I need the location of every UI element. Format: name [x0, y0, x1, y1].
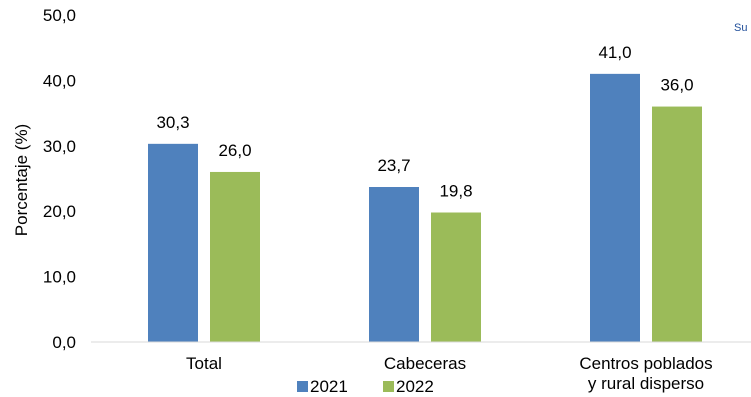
y-tick-label: 0,0	[52, 333, 76, 352]
bar-2022-0	[210, 171, 260, 342]
bar-2022-2	[652, 106, 702, 342]
category-label: y rural disperso	[588, 374, 704, 393]
legend: 2021 2022	[297, 377, 434, 396]
y-tick-label: 40,0	[43, 71, 76, 90]
y-tick-label: 20,0	[43, 202, 76, 221]
y-axis: 0,0 10,0 20,0 30,0 40,0 50,0	[43, 6, 76, 352]
bar-2021-2	[590, 73, 640, 343]
category-label: Centros poblados	[579, 354, 712, 373]
bar-2021-1	[369, 187, 419, 342]
y-tick-label: 10,0	[43, 268, 76, 287]
legend-label: 2022	[396, 377, 434, 396]
data-labels: 30,3 23,7 41,0 26,0 19,8 36,0	[156, 43, 693, 201]
legend-swatch-2022	[383, 381, 394, 392]
y-tick-label: 50,0	[43, 6, 76, 25]
legend-swatch-2021	[297, 381, 308, 392]
bar-2022-1	[431, 212, 481, 342]
data-label: 41,0	[598, 43, 631, 62]
data-label: 36,0	[660, 76, 693, 95]
corner-text: Su	[734, 22, 747, 34]
data-label: 30,3	[156, 113, 189, 132]
data-label: 23,7	[377, 156, 410, 175]
bars	[148, 73, 702, 343]
category-label: Total	[186, 354, 222, 373]
y-tick-label: 30,0	[43, 137, 76, 156]
data-label: 26,0	[218, 141, 251, 160]
legend-label: 2021	[310, 377, 348, 396]
category-label: Cabeceras	[384, 354, 466, 373]
data-label: 19,8	[439, 182, 472, 201]
bar-2021-0	[148, 143, 198, 342]
y-axis-title: Porcentaje (%)	[12, 124, 31, 236]
